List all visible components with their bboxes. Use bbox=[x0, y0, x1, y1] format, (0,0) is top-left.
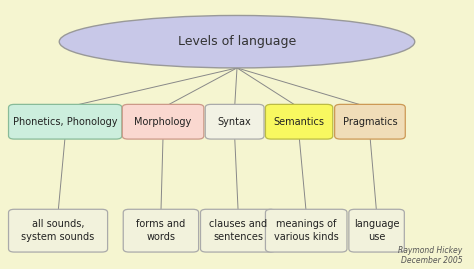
FancyBboxPatch shape bbox=[9, 209, 108, 252]
Text: language
use: language use bbox=[354, 220, 399, 242]
FancyBboxPatch shape bbox=[205, 104, 264, 139]
Text: Phonetics, Phonology: Phonetics, Phonology bbox=[13, 117, 118, 127]
Text: forms and
words: forms and words bbox=[137, 220, 185, 242]
FancyBboxPatch shape bbox=[9, 104, 122, 139]
Text: all sounds,
system sounds: all sounds, system sounds bbox=[21, 220, 95, 242]
Text: Semantics: Semantics bbox=[273, 117, 325, 127]
FancyBboxPatch shape bbox=[123, 209, 199, 252]
FancyBboxPatch shape bbox=[349, 209, 404, 252]
Text: Raymond Hickey
December 2005: Raymond Hickey December 2005 bbox=[398, 246, 462, 265]
Text: Morphology: Morphology bbox=[135, 117, 191, 127]
Text: meanings of
various kinds: meanings of various kinds bbox=[274, 220, 338, 242]
Ellipse shape bbox=[59, 15, 415, 68]
FancyBboxPatch shape bbox=[335, 104, 405, 139]
FancyBboxPatch shape bbox=[201, 209, 276, 252]
Text: clauses and
sentences: clauses and sentences bbox=[209, 220, 267, 242]
FancyBboxPatch shape bbox=[265, 209, 347, 252]
FancyBboxPatch shape bbox=[265, 104, 333, 139]
Text: Levels of language: Levels of language bbox=[178, 35, 296, 48]
Text: Syntax: Syntax bbox=[218, 117, 252, 127]
FancyBboxPatch shape bbox=[122, 104, 204, 139]
Text: Pragmatics: Pragmatics bbox=[343, 117, 397, 127]
